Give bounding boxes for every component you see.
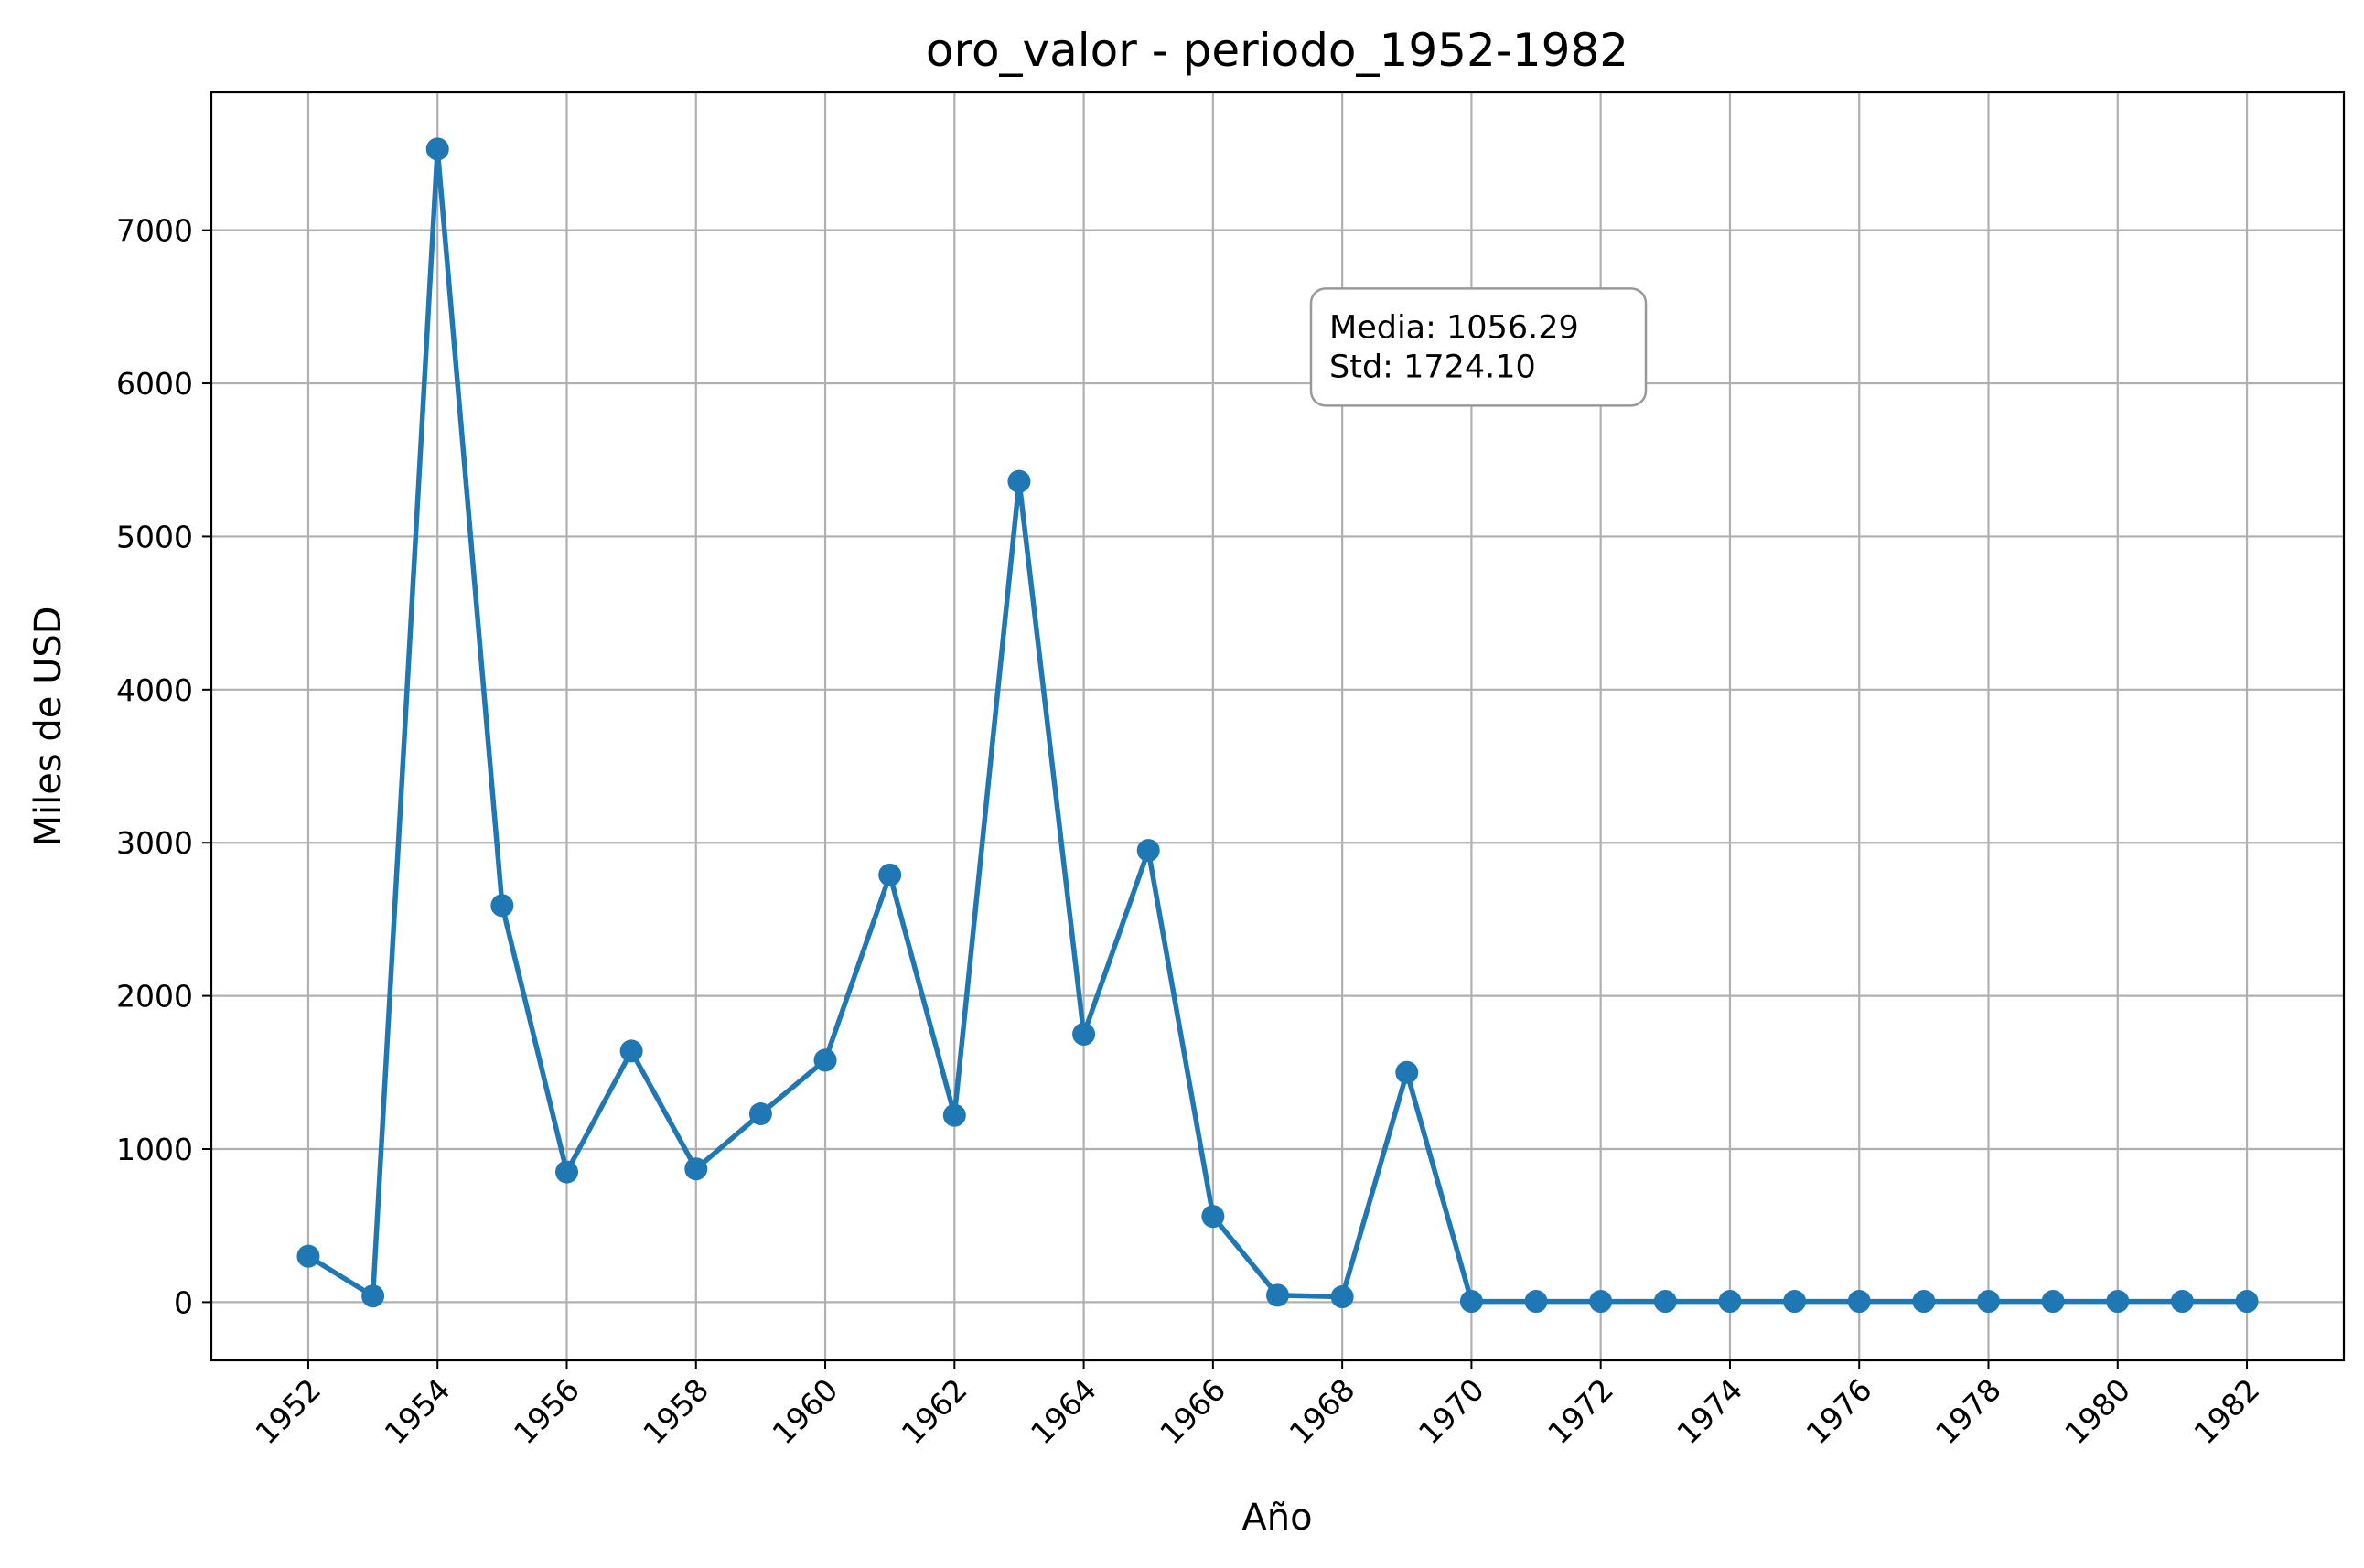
data-point — [425, 137, 449, 161]
y-tick-label: 3000 — [116, 825, 193, 861]
data-point — [684, 1157, 708, 1181]
data-point — [2170, 1290, 2194, 1314]
data-point — [555, 1160, 578, 1184]
data-point — [1266, 1283, 1289, 1307]
y-tick-label: 5000 — [116, 519, 193, 554]
x-axis-label: Año — [1241, 1497, 1312, 1539]
data-point — [1007, 469, 1031, 493]
data-point — [1718, 1290, 1742, 1314]
data-point — [619, 1039, 643, 1063]
data-point — [2235, 1290, 2259, 1314]
data-point — [878, 863, 902, 886]
data-point — [1201, 1205, 1225, 1229]
data-point — [1912, 1290, 1936, 1314]
data-points — [296, 137, 2259, 1314]
data-point — [1783, 1290, 1807, 1314]
stats-mean-text: Media: 1056.29 — [1329, 309, 1579, 346]
y-axis-label: Miles de USD — [27, 606, 70, 846]
y-tick-label: 6000 — [116, 366, 193, 402]
data-point — [1589, 1290, 1613, 1314]
y-axis-ticks: 0 1000 2000 3000 4000 5000 6000 7000 — [116, 213, 211, 1320]
y-tick-label: 1000 — [116, 1132, 193, 1167]
data-point — [1330, 1285, 1354, 1309]
y-tick-label: 2000 — [116, 979, 193, 1015]
y-tick-label: 0 — [174, 1284, 193, 1320]
y-tick-label: 7000 — [116, 213, 193, 249]
data-point — [2041, 1290, 2065, 1314]
y-tick-label: 4000 — [116, 672, 193, 708]
data-point — [748, 1102, 772, 1125]
data-point — [1459, 1290, 1483, 1314]
stats-annotation-box — [1309, 287, 1648, 407]
data-point — [1847, 1290, 1871, 1314]
plot-frame — [210, 91, 2346, 1362]
data-point — [1977, 1290, 2000, 1314]
data-point — [1653, 1290, 1677, 1314]
data-point — [1524, 1290, 1548, 1314]
data-point — [1136, 839, 1160, 863]
data-point — [296, 1244, 320, 1268]
data-point — [942, 1103, 966, 1127]
data-point — [1072, 1022, 1096, 1046]
stats-std-text: Std: 1724.10 — [1329, 349, 1536, 385]
data-point — [490, 894, 514, 918]
data-point — [813, 1048, 837, 1072]
stats-annotation: Media: 1056.29 Std: 1724.10 — [1309, 287, 1648, 407]
data-point — [361, 1284, 385, 1308]
data-point — [2106, 1290, 2130, 1314]
data-point — [1395, 1060, 1419, 1084]
chart-title: oro_valor - periodo_1952-1982 — [926, 24, 1628, 77]
